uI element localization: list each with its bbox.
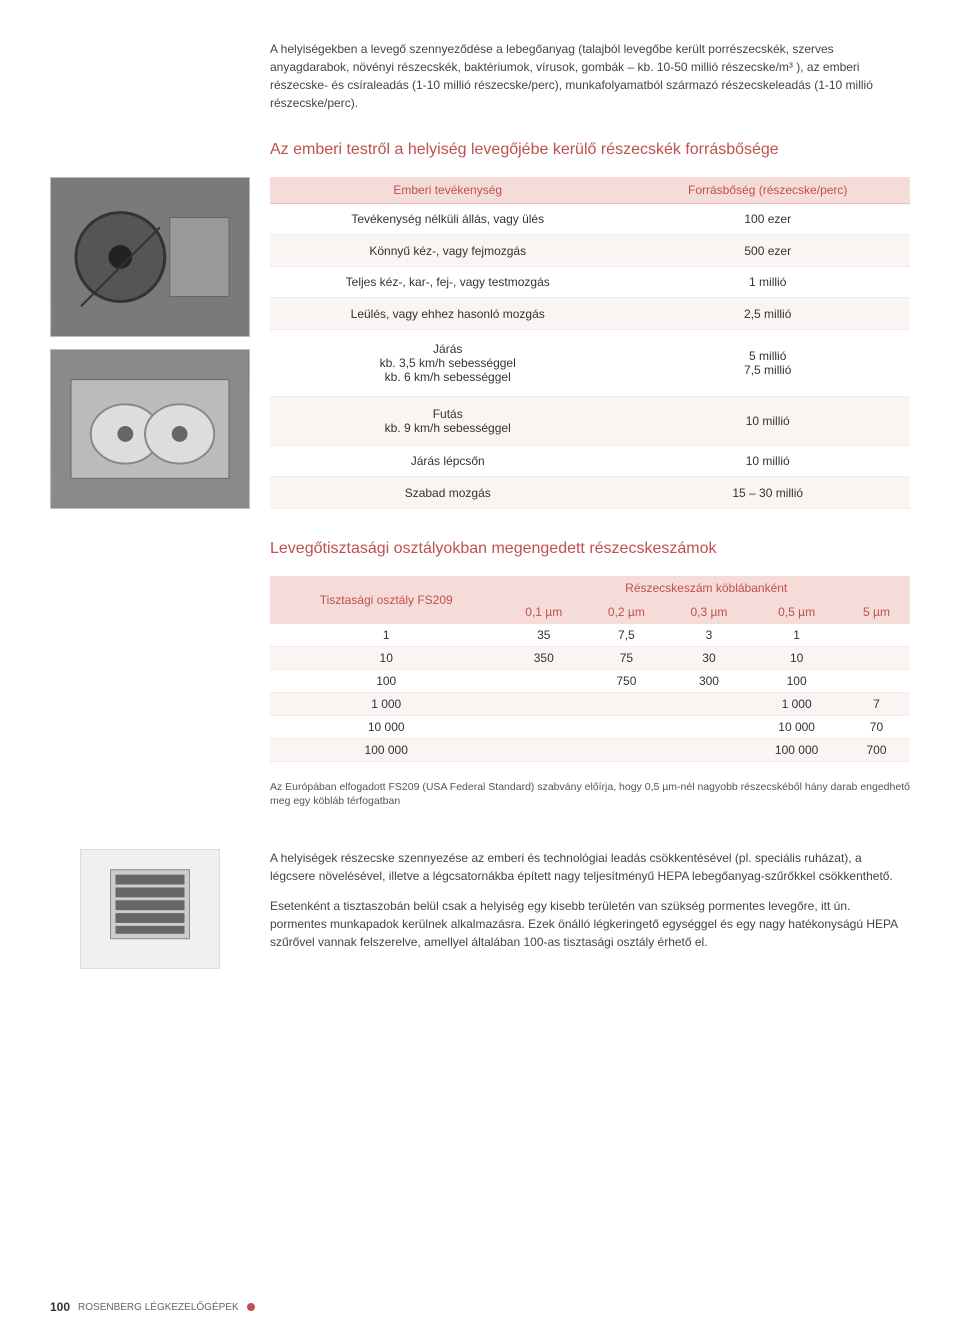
- table-row: 10 000 10 000 70: [270, 715, 910, 738]
- table-row: Tevékenység nélküli állás, vagy ülés 100…: [270, 203, 910, 235]
- table-row: Járás lépcsőn 10 millió: [270, 445, 910, 477]
- intro-paragraph: A helyiségekben a levegő szennyeződése a…: [270, 40, 910, 112]
- table2-subheader: 0,2 µm: [585, 600, 668, 624]
- section1-title: Az emberi testről a helyiség levegőjébe …: [270, 140, 910, 161]
- table1-header-activity: Emberi tevékenység: [270, 177, 625, 204]
- table-row: Teljes kéz-, kar-, fej-, vagy testmozgás…: [270, 266, 910, 298]
- fan-photo-1: [50, 177, 250, 337]
- table-row: Szabad mozgás 15 – 30 millió: [270, 477, 910, 509]
- fan-photo-2: [50, 349, 250, 509]
- table-row: Leülés, vagy ehhez hasonló mozgás 2,5 mi…: [270, 298, 910, 330]
- table2-subheader: 0,5 µm: [750, 600, 843, 624]
- table-row: Futás kb. 9 km/h sebességgel 10 millió: [270, 396, 910, 445]
- hepa-filter-photo: [80, 849, 220, 969]
- paragraph-2: Esetenként a tisztaszobán belül csak a h…: [270, 897, 910, 951]
- row-table1: Emberi tevékenység Forrásbőség (részecsk…: [50, 177, 910, 509]
- paragraph-1: A helyiségek részecske szennyezése az em…: [270, 849, 910, 885]
- page-footer: 100 ROSENBERG LÉGKEZELŐGÉPEK: [50, 1300, 255, 1314]
- table-row: Járás kb. 3,5 km/h sebességgel kb. 6 km/…: [270, 329, 910, 396]
- table2-spanning-header: Részecskeszám köblábanként: [502, 576, 910, 600]
- brand-dot-icon: [247, 1303, 255, 1311]
- table-row: 10 350 75 30 10: [270, 646, 910, 669]
- table1-header-rate: Forrásbőség (részecske/perc): [625, 177, 910, 204]
- table-row: 100 000 100 000 700: [270, 738, 910, 761]
- row-filter: A helyiségek részecske szennyezése az em…: [50, 849, 910, 969]
- activity-table: Emberi tevékenység Forrásbőség (részecsk…: [270, 177, 910, 509]
- table2-subheader: 0,3 µm: [668, 600, 751, 624]
- table-row: 100 750 300 100: [270, 669, 910, 692]
- table2-col0-header: Tisztasági osztály FS209: [270, 576, 502, 624]
- cleanliness-table: Tisztasági osztály FS209 Részecskeszám k…: [270, 576, 910, 762]
- table-row: Könnyű kéz-, vagy fejmozgás 500 ezer: [270, 235, 910, 267]
- table-row: 1 000 1 000 7: [270, 692, 910, 715]
- page-number: 100: [50, 1300, 70, 1314]
- fs209-note: Az Európában elfogadott FS209 (USA Feder…: [270, 780, 910, 809]
- section2-title: Levegőtisztasági osztályokban megengedet…: [270, 539, 910, 560]
- table-row: 1 35 7,5 3 1: [270, 624, 910, 647]
- table2-subheader: 0,1 µm: [502, 600, 585, 624]
- footer-label: ROSENBERG LÉGKEZELŐGÉPEK: [78, 1302, 239, 1313]
- table2-subheader: 5 µm: [843, 600, 910, 624]
